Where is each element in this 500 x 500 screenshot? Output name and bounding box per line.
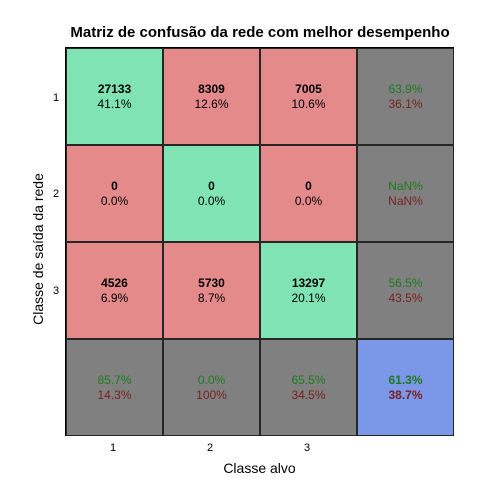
y-tick-2: 2 — [52, 188, 60, 200]
cell-percent: 10.6% — [291, 96, 326, 111]
overall-wrong-percent: 38.7% — [388, 387, 423, 402]
col-wrong-percent: 34.5% — [291, 387, 326, 402]
row-wrong-percent: NaN% — [388, 193, 423, 208]
col-correct-percent: 0.0% — [197, 372, 226, 387]
matrix-cell-1-1: 27133 41.1% — [66, 48, 163, 145]
matrix-cell-3-1: 4526 6.9% — [66, 242, 163, 339]
cell-percent: 6.9% — [100, 290, 129, 305]
x-tick-1: 1 — [109, 442, 117, 454]
cell-count: 13297 — [291, 275, 326, 290]
matrix-cell-2-3: 0 0.0% — [260, 145, 357, 242]
col-correct-percent: 85.7% — [97, 372, 132, 387]
col-summary-3: 65.5% 34.5% — [260, 339, 357, 436]
matrix-cell-3-2: 5730 8.7% — [163, 242, 260, 339]
cell-count: 0 — [305, 178, 312, 193]
col-wrong-percent: 14.3% — [97, 387, 132, 402]
cell-percent: 12.6% — [194, 96, 229, 111]
x-tick-3: 3 — [303, 442, 311, 454]
row-summary-2: NaN% NaN% — [357, 145, 454, 242]
col-correct-percent: 65.5% — [291, 372, 326, 387]
col-wrong-percent: 100% — [196, 387, 227, 402]
confusion-matrix-grid: 27133 41.1% 8309 12.6% 7005 10.6% 63.9% 36.1% 0 0… — [65, 47, 454, 436]
cell-count: 27133 — [97, 81, 132, 96]
matrix-cell-2-2: 0 0.0% — [163, 145, 260, 242]
x-tick-2: 2 — [206, 442, 214, 454]
row-correct-percent: 56.5% — [388, 275, 423, 290]
cell-percent: 20.1% — [291, 290, 326, 305]
cell-percent: 0.0% — [100, 193, 129, 208]
matrix-cell-1-2: 8309 12.6% — [163, 48, 260, 145]
col-summary-1: 85.7% 14.3% — [66, 339, 163, 436]
cell-count: 7005 — [295, 81, 322, 96]
cell-count: 5730 — [198, 275, 225, 290]
cell-count: 0 — [111, 178, 118, 193]
matrix-cell-1-3: 7005 10.6% — [260, 48, 357, 145]
cell-percent: 0.0% — [197, 193, 226, 208]
col-summary-2: 0.0% 100% — [163, 339, 260, 436]
row-summary-3: 56.5% 43.5% — [357, 242, 454, 339]
cell-percent: 8.7% — [197, 290, 226, 305]
row-summary-1: 63.9% 36.1% — [357, 48, 454, 145]
matrix-cell-2-1: 0 0.0% — [66, 145, 163, 242]
chart-title: Matriz de confusão da rede com melhor de… — [70, 24, 450, 41]
y-tick-1: 1 — [52, 92, 60, 104]
cell-count: 0 — [208, 178, 215, 193]
row-correct-percent: NaN% — [388, 178, 423, 193]
y-axis-label: Classe de saída da rede — [30, 173, 46, 325]
cell-percent: 0.0% — [294, 193, 323, 208]
overall-correct-percent: 61.3% — [388, 372, 423, 387]
row-wrong-percent: 43.5% — [388, 290, 423, 305]
x-axis-label: Classe alvo — [223, 460, 296, 476]
matrix-cell-3-3: 13297 20.1% — [260, 242, 357, 339]
cell-count: 8309 — [198, 81, 225, 96]
cell-count: 4526 — [101, 275, 128, 290]
row-correct-percent: 63.9% — [388, 81, 423, 96]
overall-accuracy-cell: 61.3% 38.7% — [357, 339, 454, 436]
row-wrong-percent: 36.1% — [388, 96, 423, 111]
cell-percent: 41.1% — [97, 96, 132, 111]
y-tick-3: 3 — [52, 285, 60, 297]
